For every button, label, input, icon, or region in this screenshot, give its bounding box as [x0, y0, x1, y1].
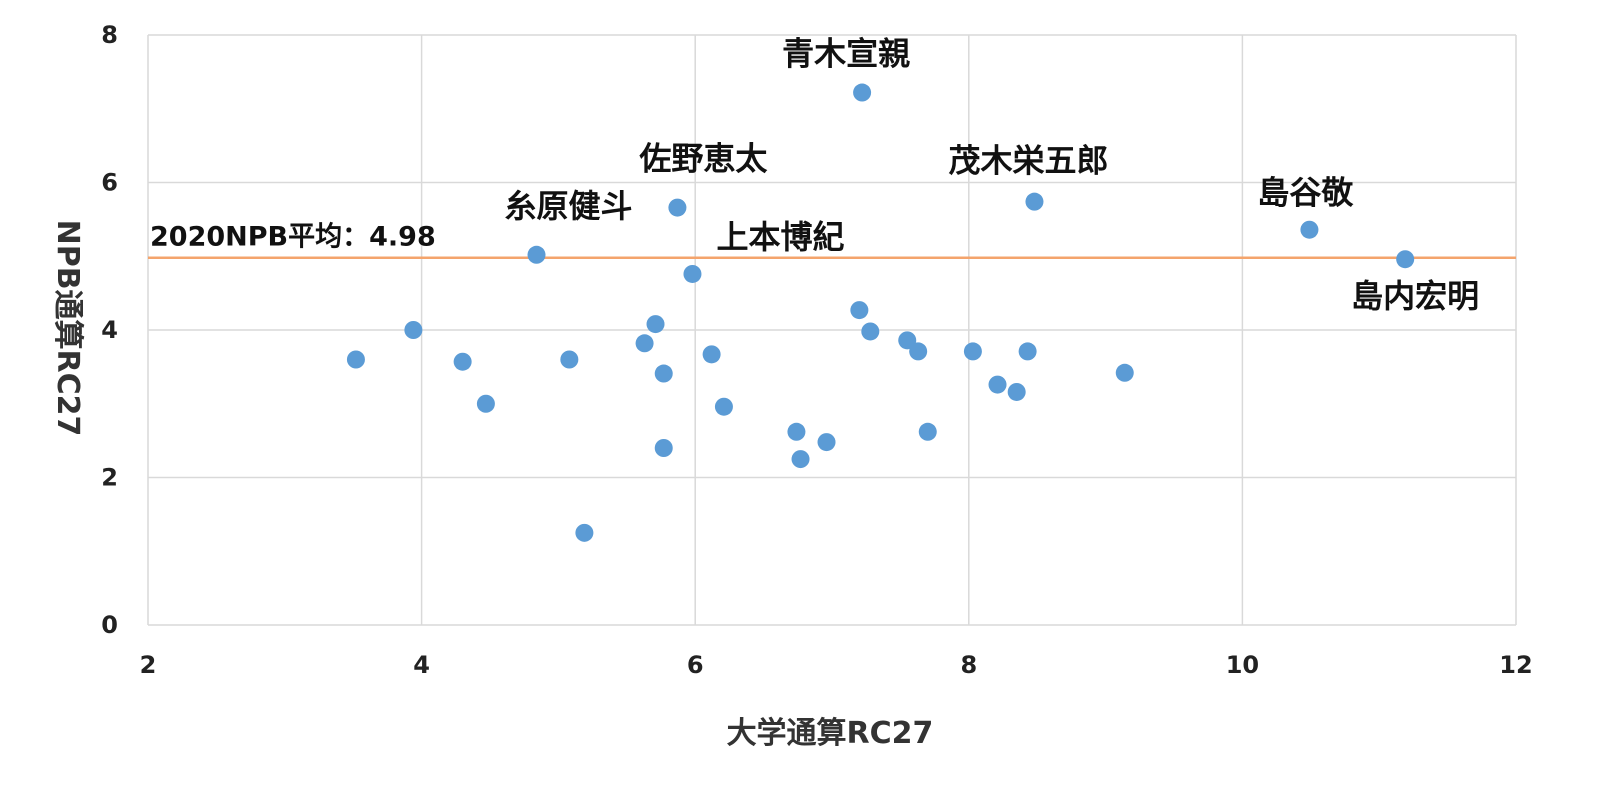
data-point: [791, 450, 810, 469]
data-point: [963, 342, 982, 361]
point-label: 糸原健斗: [505, 187, 633, 225]
data-point: [817, 433, 836, 452]
data-point: [635, 334, 654, 353]
reference-line-group: 2020NPB平均：4.98: [148, 222, 1516, 259]
data-point: [683, 264, 702, 283]
data-point: [1300, 220, 1319, 239]
data-points: [346, 83, 1415, 542]
data-point: [714, 397, 733, 416]
point-label: 島谷敬: [1257, 174, 1354, 212]
point-label: 島内宏明: [1351, 277, 1479, 315]
data-point: [646, 315, 665, 334]
y-tick-label: 2: [101, 464, 118, 492]
data-point: [476, 394, 495, 413]
data-point: [853, 83, 872, 102]
data-point: [560, 350, 579, 369]
data-point: [988, 375, 1007, 394]
x-tick-label: 2: [140, 651, 157, 679]
x-tick-label: 6: [687, 651, 704, 679]
data-point: [1115, 363, 1134, 382]
x-tick-label: 8: [960, 651, 977, 679]
x-tick-label: 12: [1499, 651, 1532, 679]
data-point: [453, 352, 472, 371]
y-axis-title: NPB通算RC27: [50, 220, 85, 437]
data-point: [1018, 342, 1037, 361]
point-label: 上本博紀: [716, 218, 844, 256]
grid-lines: [147, 34, 1517, 626]
x-axis-title: 大学通算RC27: [727, 716, 934, 751]
point-label: 佐野恵太: [638, 140, 767, 178]
data-point: [1396, 250, 1415, 269]
point-label: 茂木栄五郎: [948, 142, 1108, 180]
data-point: [1007, 382, 1026, 401]
data-point: [1025, 192, 1044, 211]
y-tick-label: 6: [101, 169, 118, 197]
data-point: [787, 422, 806, 441]
data-point: [654, 364, 673, 383]
data-point: [918, 422, 937, 441]
data-point: [702, 345, 721, 364]
data-point: [850, 301, 869, 320]
data-point: [861, 322, 880, 341]
average-reference-label: 2020NPB平均：4.98: [150, 222, 436, 253]
data-point: [898, 331, 917, 350]
data-point: [346, 350, 365, 369]
data-point: [909, 342, 928, 361]
x-tick-label: 4: [413, 651, 430, 679]
data-point: [575, 523, 594, 542]
y-tick-label: 8: [101, 21, 118, 49]
data-point: [668, 198, 687, 217]
y-tick-label: 0: [101, 611, 118, 639]
point-label: 青木宣親: [782, 35, 910, 73]
data-point: [527, 245, 546, 264]
data-point: [404, 321, 423, 339]
data-point: [654, 439, 673, 457]
x-tick-label: 10: [1226, 651, 1259, 679]
y-tick-label: 4: [101, 316, 118, 344]
